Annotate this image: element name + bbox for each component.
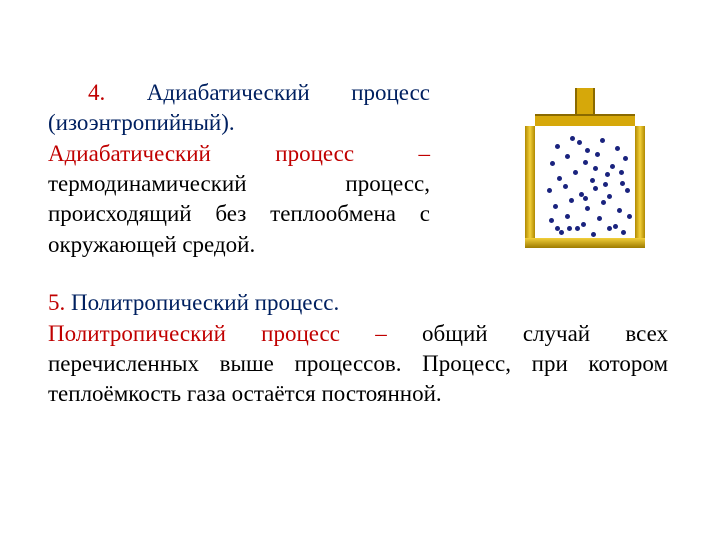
gas-particle — [550, 161, 555, 166]
gas-particle — [603, 182, 608, 187]
gas-particle — [623, 156, 628, 161]
gas-particle — [617, 208, 622, 213]
gas-particle — [583, 160, 588, 165]
section-5-term: Политропический процесс – — [48, 321, 387, 346]
gas-particle — [573, 170, 578, 175]
slide: 4. Адиабатический процесс (изоэнтропийны… — [0, 0, 720, 540]
gas-particle — [625, 188, 630, 193]
cylinder-illustration — [497, 78, 672, 258]
gas-particle — [607, 194, 612, 199]
gas-particle — [590, 178, 595, 183]
gas-particle — [585, 148, 590, 153]
gas-particle — [607, 226, 612, 231]
section-4-definition: термодинамический процесс, происходящий … — [48, 171, 430, 257]
gas-particle — [601, 200, 606, 205]
gas-particle — [610, 164, 615, 169]
gas-particle — [613, 224, 618, 229]
gas-particle — [547, 188, 552, 193]
gas-particle — [565, 214, 570, 219]
section-5-title: Политропический процесс. — [71, 290, 339, 315]
gas-particle — [559, 230, 564, 235]
gas-particle — [600, 138, 605, 143]
gas-particle — [575, 226, 580, 231]
gas-particle — [597, 216, 602, 221]
gas-particles — [535, 126, 635, 238]
section-4: 4. Адиабатический процесс (изоэнтропийны… — [48, 78, 672, 260]
section-5-number: 5. — [48, 290, 65, 315]
gas-particle — [553, 204, 558, 209]
gas-particle — [569, 198, 574, 203]
gas-particle — [570, 136, 575, 141]
gas-particle — [565, 154, 570, 159]
gas-particle — [581, 222, 586, 227]
gas-particle — [615, 146, 620, 151]
section-5: 5. Политропический процесс. Политропичес… — [48, 288, 668, 409]
cylinder-bottom — [525, 238, 645, 248]
gas-particle — [557, 176, 562, 181]
section-4-term: Адиабатический процесс – — [48, 141, 430, 166]
gas-particle — [621, 230, 626, 235]
section-4-text: 4. Адиабатический процесс (изоэнтропийны… — [48, 78, 430, 260]
section-4-title: Адиабатический процесс (изоэнтропийный). — [48, 80, 430, 135]
gas-particle — [620, 181, 625, 186]
gas-particle — [555, 226, 560, 231]
gas-particle — [591, 232, 596, 237]
gas-particle — [583, 196, 588, 201]
gas-particle — [555, 144, 560, 149]
gas-particle — [549, 218, 554, 223]
gas-particle — [563, 184, 568, 189]
gas-particle — [627, 214, 632, 219]
gas-particle — [585, 206, 590, 211]
gas-particle — [605, 172, 610, 177]
gas-particle — [567, 226, 572, 231]
gas-particle — [595, 152, 600, 157]
cylinder-wall-right — [635, 126, 645, 238]
gas-particle — [619, 170, 624, 175]
cylinder-body — [525, 88, 645, 248]
gas-particle — [577, 140, 582, 145]
section-4-number: 4. — [88, 80, 105, 105]
cylinder-wall-left — [525, 126, 535, 238]
gas-particle — [593, 186, 598, 191]
gas-particle — [593, 166, 598, 171]
